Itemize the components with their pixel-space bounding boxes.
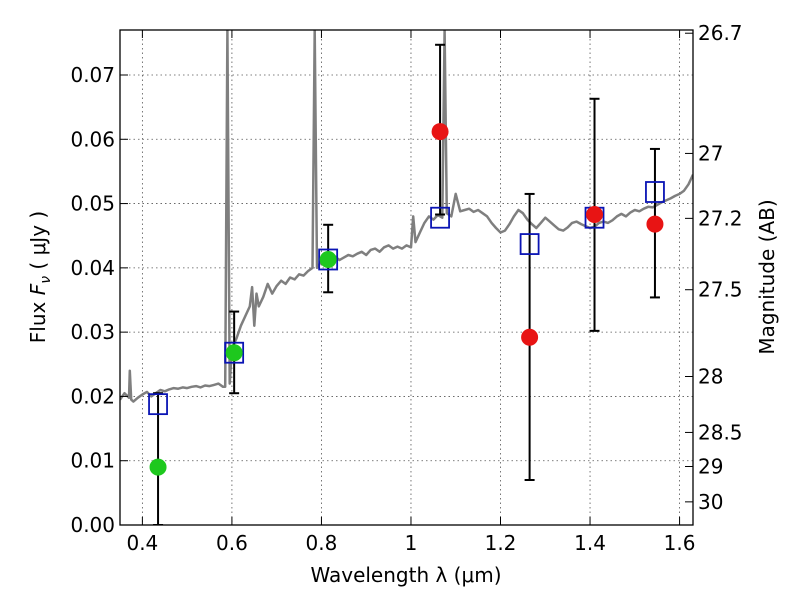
- y-axis-label-suffix: ( μJy ): [26, 211, 50, 276]
- y-axis-label-prefix: Flux: [26, 295, 50, 343]
- observed-infrared-point: [586, 206, 604, 223]
- y-tick-label: 0.07: [70, 63, 115, 87]
- right-tick-label: 28.5: [698, 420, 743, 444]
- x-tick-label: 1: [405, 531, 418, 555]
- observed-optical-point: [225, 344, 243, 362]
- marker-layer: [148, 123, 665, 476]
- observed-infrared-point: [431, 123, 449, 141]
- x-tick-label: 1.2: [485, 531, 517, 555]
- model-photometry-square: [519, 233, 540, 255]
- y-tick-label: 0.04: [70, 256, 115, 280]
- y-axis-label: Flux Fν ( μJy ): [26, 211, 54, 343]
- right-axis-label: Magnitude (AB): [755, 199, 779, 354]
- x-tick-label: 0.8: [306, 531, 338, 555]
- plot-background: [120, 30, 693, 525]
- y-axis-label-symbol: F: [26, 283, 50, 295]
- right-tick-label: 26.7: [698, 21, 743, 45]
- right-tick-label: 29: [698, 455, 723, 479]
- observed-infrared-point: [646, 215, 664, 233]
- observed-infrared-point: [521, 328, 539, 346]
- y-axis-label-subscript: ν: [38, 276, 54, 284]
- y-tick-label: 0.06: [70, 127, 115, 151]
- y-tick-label: 0.03: [70, 320, 115, 344]
- observed-optical-point: [149, 458, 167, 476]
- y-tick-label: 0.02: [70, 384, 115, 408]
- y-tick-label: 0.05: [70, 192, 115, 216]
- y-tick-label: 0.01: [70, 449, 115, 473]
- right-tick-label: 28: [698, 365, 723, 389]
- tick-layer: 0.4 0.6 0.8 1 1.2 1.4 1.6 0.00 0.01 0.02 0.03 0.04 0…: [70, 21, 742, 555]
- x-tick-label: 0.6: [216, 531, 248, 555]
- x-tick-label: 1.6: [664, 531, 696, 555]
- x-tick-label: 1.4: [574, 531, 606, 555]
- y-tick-label: 0.00: [70, 513, 115, 537]
- right-tick-label: 27: [698, 141, 723, 165]
- x-axis-label: Wavelength λ (μm): [310, 563, 501, 587]
- right-tick-label: 30: [698, 490, 723, 514]
- right-tick-label: 27.5: [698, 278, 743, 302]
- model-photometry-square: [430, 206, 450, 229]
- right-tick-label: 27.2: [698, 206, 743, 230]
- x-tick-label: 0.4: [126, 531, 158, 555]
- plot-frame: [119, 29, 694, 526]
- model-photometry-square: [318, 248, 339, 271]
- model-photometry-square: [224, 341, 245, 364]
- model-photometry-square: [148, 393, 168, 416]
- model-photometry-square: [645, 181, 665, 203]
- observed-optical-point: [319, 251, 337, 268]
